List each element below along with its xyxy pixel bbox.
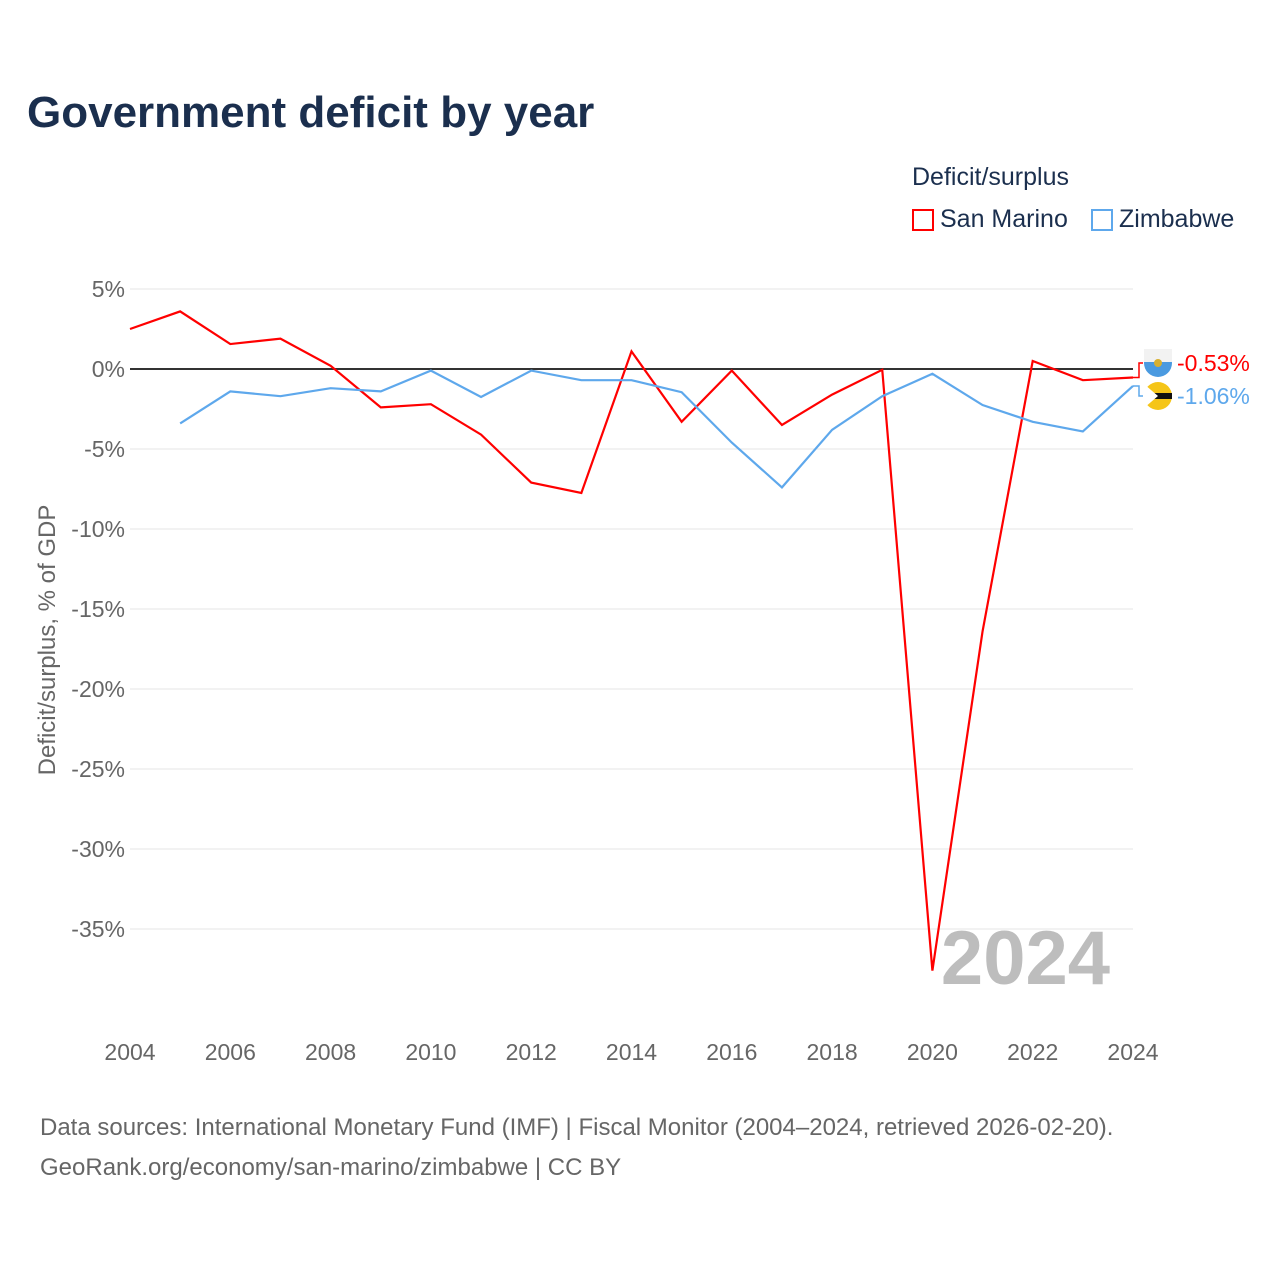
source-line: Data sources: International Monetary Fun… [40,1114,1114,1141]
x-tick-label: 2010 [405,1039,456,1065]
data-point[interactable] [127,326,133,332]
source-note: Data sources: International Monetary Fun… [40,1108,1113,1188]
flag-triangle [1144,384,1158,408]
data-point[interactable] [1030,358,1036,364]
series-line-san-marino [129,310,1134,971]
data-point[interactable] [679,389,685,395]
data-point[interactable] [227,388,233,394]
data-point[interactable] [1080,428,1086,434]
legend-swatch-san-marino [912,208,934,231]
data-point[interactable] [929,968,935,974]
x-tick-label: 2014 [606,1039,657,1065]
y-tick-label: -30% [71,836,125,862]
data-point[interactable] [578,377,584,383]
end-value-label: -1.06% [1177,383,1250,409]
x-tick-label: 2020 [907,1039,958,1065]
data-point[interactable] [328,363,334,369]
data-point[interactable] [428,368,434,374]
legend-item-san-marino[interactable]: San Marino [912,205,1068,234]
source-link[interactable]: GeoRank.org/economy/san-marino/zimbabwe … [40,1154,622,1181]
x-tick-label: 2004 [104,1039,155,1065]
data-point[interactable] [578,490,584,496]
leader-line [1133,362,1143,379]
data-point[interactable] [879,393,885,399]
series-line-zimbabwe [179,369,1134,489]
y-tick-label: -5% [84,436,125,462]
data-point[interactable] [679,419,685,425]
data-point[interactable] [829,392,835,398]
y-tick-label: -10% [71,516,125,542]
x-tick-label: 2016 [706,1039,757,1065]
y-tick-label: -35% [71,916,125,942]
flag-emblem [1154,359,1162,367]
y-tick-label: 5% [92,276,125,302]
x-tick-label: 2006 [205,1039,256,1065]
data-point[interactable] [829,427,835,433]
end-value-label: -0.53% [1177,350,1250,376]
x-tick-label: 2018 [807,1039,858,1065]
y-tick-label: -20% [71,676,125,702]
data-point[interactable] [528,368,534,374]
x-tick-label: 2012 [506,1039,557,1065]
data-point[interactable] [929,371,935,377]
data-point[interactable] [729,440,735,446]
data-point[interactable] [177,308,183,314]
year-watermark: 2024 [941,916,1110,1001]
x-tick-label: 2008 [305,1039,356,1065]
data-point[interactable] [177,420,183,426]
data-point[interactable] [478,432,484,438]
data-point[interactable] [378,388,384,394]
data-point[interactable] [629,377,635,383]
data-point[interactable] [729,368,735,374]
leader-line [1133,385,1143,397]
data-point[interactable] [980,628,986,634]
data-point[interactable] [378,404,384,410]
chart-title: Government deficit by year [27,88,595,137]
y-tick-label: -25% [71,756,125,782]
legend-swatch-zimbabwe [1091,208,1113,231]
data-point[interactable] [980,402,986,408]
data-point[interactable] [277,393,283,399]
y-tick-label: 0% [92,356,125,382]
data-point[interactable] [328,385,334,391]
legend-item-zimbabwe[interactable]: Zimbabwe [1091,205,1234,234]
data-point[interactable] [879,367,885,373]
data-point[interactable] [1030,419,1036,425]
flag-stripe [1144,349,1172,362]
data-point[interactable] [227,341,233,347]
data-point[interactable] [629,348,635,354]
data-point[interactable] [478,394,484,400]
data-point[interactable] [277,336,283,342]
data-point[interactable] [528,480,534,486]
data-point[interactable] [779,484,785,490]
data-point[interactable] [779,422,785,428]
legend-title: Deficit/surplus [912,163,1069,191]
y-tick-label: -15% [71,596,125,622]
legend-label: Zimbabwe [1119,205,1235,233]
legend-label: San Marino [940,205,1068,233]
y-axis-label: Deficit/surplus, % of GDP [34,505,61,776]
x-tick-label: 2022 [1007,1039,1058,1065]
x-tick-label: 2024 [1107,1039,1158,1065]
data-point[interactable] [428,401,434,407]
data-point[interactable] [1080,377,1086,383]
